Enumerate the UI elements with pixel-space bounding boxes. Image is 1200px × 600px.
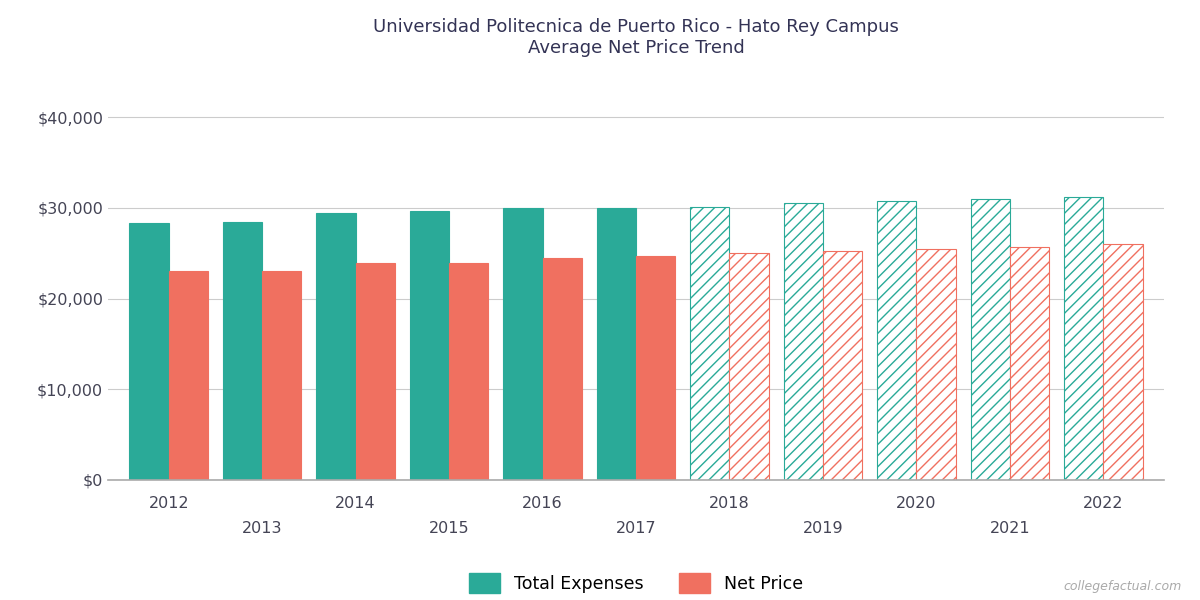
Bar [1064, 197, 1103, 480]
Bar [596, 208, 636, 480]
Bar [1103, 244, 1142, 480]
Bar [223, 221, 262, 480]
Bar [317, 212, 355, 480]
Text: 2016: 2016 [522, 496, 563, 511]
Text: 2012: 2012 [149, 496, 190, 511]
Bar [823, 251, 862, 480]
Text: 2017: 2017 [616, 521, 656, 536]
Text: 2015: 2015 [428, 521, 469, 536]
Bar [169, 271, 208, 480]
Text: collegefactual.com: collegefactual.com [1063, 580, 1182, 593]
Text: 2014: 2014 [335, 496, 376, 511]
Bar [690, 207, 730, 480]
Title: Universidad Politecnica de Puerto Rico - Hato Rey Campus
Average Net Price Trend: Universidad Politecnica de Puerto Rico -… [373, 18, 899, 56]
Bar [449, 263, 488, 480]
Bar [542, 258, 582, 480]
Bar [1010, 247, 1049, 480]
Text: 2021: 2021 [990, 521, 1030, 536]
Bar [877, 201, 917, 480]
Bar [730, 253, 769, 480]
Bar [130, 223, 169, 480]
Legend: Total Expenses, Net Price: Total Expenses, Net Price [461, 565, 811, 600]
Bar [971, 199, 1010, 480]
Bar [503, 208, 542, 480]
Bar [917, 249, 955, 480]
Bar [355, 263, 395, 480]
Bar [636, 256, 676, 480]
Text: 2018: 2018 [709, 496, 750, 511]
Bar [410, 211, 449, 480]
Bar [784, 203, 823, 480]
Bar [262, 271, 301, 480]
Text: 2022: 2022 [1084, 496, 1123, 511]
Text: 2019: 2019 [803, 521, 844, 536]
Text: 2020: 2020 [896, 496, 937, 511]
Text: 2013: 2013 [242, 521, 282, 536]
